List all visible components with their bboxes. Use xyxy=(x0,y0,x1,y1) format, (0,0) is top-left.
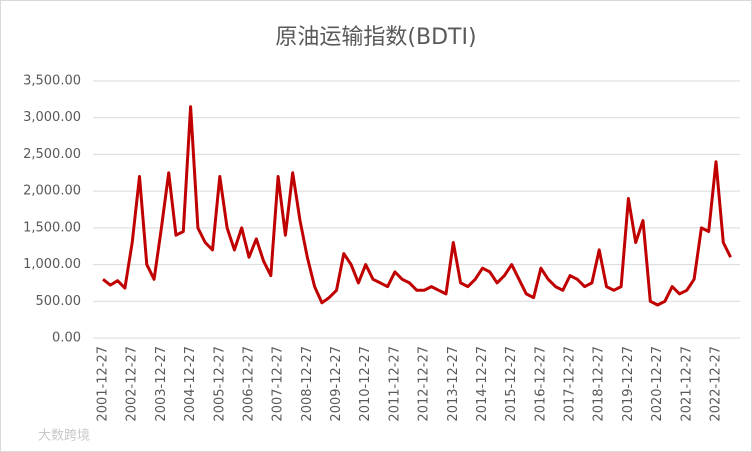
x-tick-label: 2009-12-27 xyxy=(329,346,344,422)
y-tick-label: 1,000.00 xyxy=(23,257,81,272)
x-tick-label: 2016-12-27 xyxy=(533,346,548,422)
x-tick-label: 2014-12-27 xyxy=(475,346,490,422)
data-line xyxy=(102,105,732,307)
x-tick-label: 2001-12-27 xyxy=(96,346,111,422)
x-tick-label: 2003-12-27 xyxy=(154,346,169,422)
x-tick-label: 2002-12-27 xyxy=(125,346,140,422)
x-tick-label: 2017-12-27 xyxy=(563,346,578,422)
x-tick-label: 2012-12-27 xyxy=(417,346,432,422)
x-tick-label: 2008-12-27 xyxy=(300,346,315,422)
x-tick-label: 2005-12-27 xyxy=(212,346,227,422)
y-tick-label: 1,500.00 xyxy=(23,220,81,235)
x-tick-label: 2020-12-27 xyxy=(650,346,665,422)
x-tick-label: 2021-12-27 xyxy=(679,346,694,422)
x-tick-label: 2004-12-27 xyxy=(183,346,198,422)
y-tick-label: 3,500.00 xyxy=(23,74,81,89)
y-tick-label: 0.00 xyxy=(52,331,81,346)
x-tick-label: 2007-12-27 xyxy=(271,346,286,422)
x-tick-label: 2010-12-27 xyxy=(358,346,373,422)
watermark: 大数跨境 xyxy=(38,429,90,444)
x-tick-label: 2013-12-27 xyxy=(446,346,461,422)
x-tick-label: 2011-12-27 xyxy=(387,346,402,422)
x-tick-label: 2019-12-27 xyxy=(621,346,636,422)
y-tick-label: 2,500.00 xyxy=(23,147,81,162)
x-tick-label: 2015-12-27 xyxy=(504,346,519,422)
x-tick-label: 2022-12-27 xyxy=(709,346,724,422)
chart-title: 原油运输指数(BDTI) xyxy=(275,25,476,50)
y-tick-label: 3,000.00 xyxy=(23,110,81,125)
y-tick-label: 2,000.00 xyxy=(23,184,81,199)
x-tick-label: 2018-12-27 xyxy=(592,346,607,422)
y-tick-label: 500.00 xyxy=(36,294,82,309)
x-tick-label: 2006-12-27 xyxy=(241,346,256,422)
